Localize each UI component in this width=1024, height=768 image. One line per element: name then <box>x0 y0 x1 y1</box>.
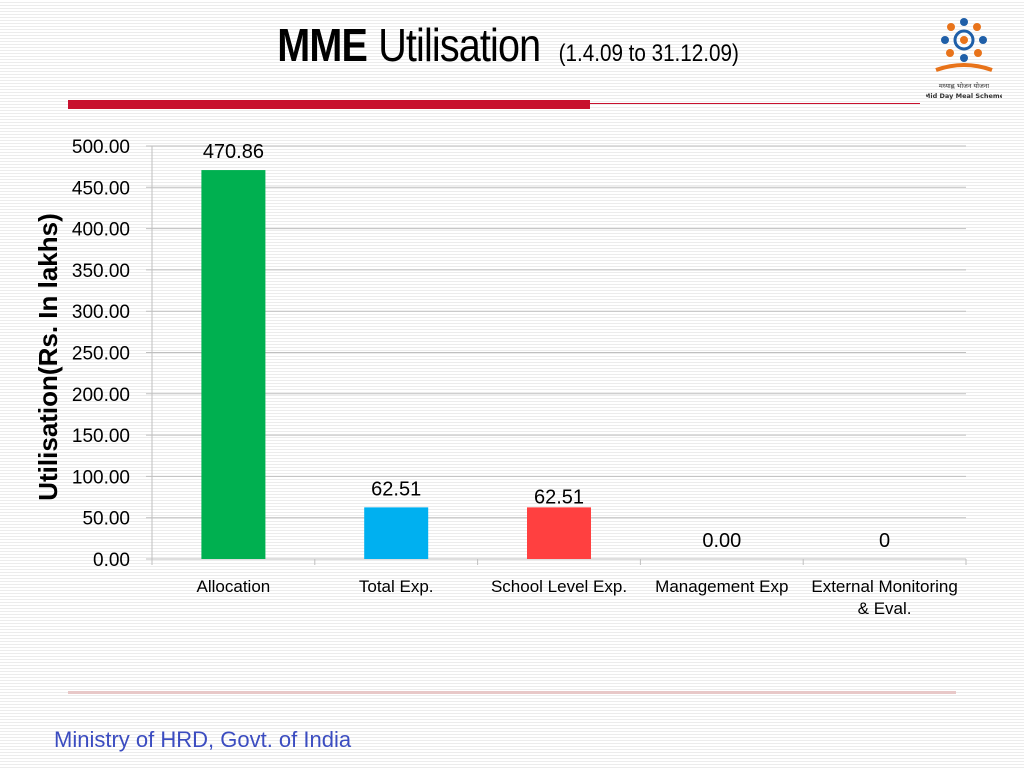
data-label: 62.51 <box>371 478 421 500</box>
y-tick-label: 400.00 <box>72 220 130 241</box>
slide-title: MME Utilisation (1.4.09 to 31.12.09) <box>0 18 1024 72</box>
y-tick-label: 0.00 <box>93 550 130 571</box>
y-tick-label: 100.00 <box>72 467 130 488</box>
chart-grid <box>146 145 967 565</box>
y-tick-label: 450.00 <box>72 178 130 199</box>
x-category-label: External Monitoring <box>811 577 957 596</box>
title-underline-thin <box>590 103 920 104</box>
chart-bars <box>201 170 591 559</box>
y-axis-ticks: 0.00 50.00 100.00 150.00 200.00 250.00 300.00 3… <box>72 137 130 571</box>
mid-day-meal-logo: मध्याह्न भोजन योजना Mid Day Meal Scheme <box>926 18 1002 100</box>
title-bold: MME <box>277 19 369 71</box>
data-label: 0.00 <box>702 530 741 552</box>
bar <box>527 507 591 559</box>
bar <box>201 170 266 559</box>
data-label: 62.51 <box>534 486 584 508</box>
x-category-label: Management Exp <box>655 577 788 596</box>
y-tick-label: 500.00 <box>72 137 130 158</box>
y-tick-label: 200.00 <box>72 385 130 406</box>
x-axis-categories: Allocation Total Exp. School Level Exp. Man… <box>197 577 958 618</box>
y-tick-label: 50.00 <box>82 509 130 530</box>
title-underline-thick <box>68 100 590 109</box>
y-tick-label: 150.00 <box>72 426 130 447</box>
logo-figures-icon <box>941 18 987 62</box>
title-main: Utilisation <box>378 19 541 71</box>
x-category-label: Allocation <box>197 577 271 596</box>
data-label: 470.86 <box>203 141 264 163</box>
x-category-label: School Level Exp. <box>491 577 627 596</box>
y-axis-label: Utilisation(Rs. In lakhs) <box>33 213 63 501</box>
title-period: (1.4.09 to 31.12.09) <box>558 40 739 67</box>
logo-book-icon <box>935 63 993 72</box>
footer-divider <box>68 691 956 694</box>
y-tick-label: 250.00 <box>72 344 130 365</box>
y-tick-label: 300.00 <box>72 302 130 323</box>
logo-english-text: Mid Day Meal Scheme <box>926 92 1002 100</box>
data-label: 0 <box>879 530 890 552</box>
y-tick-label: 350.00 <box>72 261 130 282</box>
data-labels: 470.86 62.51 62.51 0.00 0 <box>203 141 890 552</box>
bar <box>364 507 429 559</box>
x-category-label: & Eval. <box>858 599 912 618</box>
logo-hindi-text: मध्याह्न भोजन योजना <box>939 82 990 90</box>
x-category-label: Total Exp. <box>359 577 434 596</box>
footer-text: Ministry of HRD, Govt. of India <box>54 727 352 752</box>
